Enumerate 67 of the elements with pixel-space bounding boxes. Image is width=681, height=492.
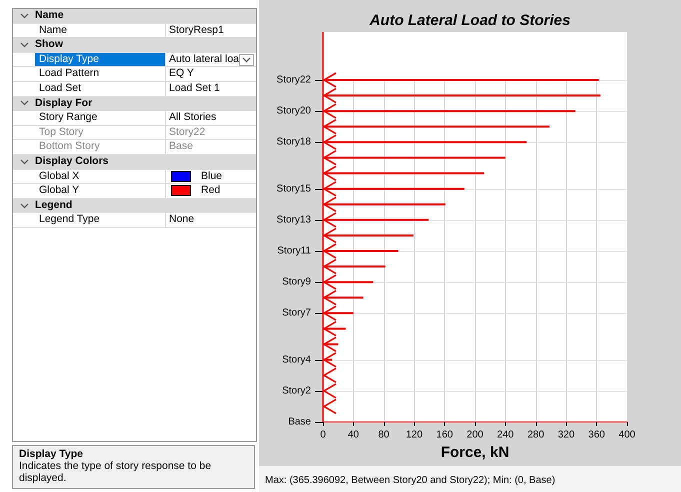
text: Global Y xyxy=(35,184,166,198)
text: Name xyxy=(35,9,64,23)
text: Base xyxy=(169,140,193,154)
bar xyxy=(323,250,398,252)
y-tick-label: Story18 xyxy=(276,136,312,148)
bar xyxy=(323,172,484,174)
bar xyxy=(323,203,446,206)
y-tick-label: Base xyxy=(288,416,312,428)
y-tick-label: Story2 xyxy=(282,385,312,396)
text: Display Colors xyxy=(35,154,109,169)
y-tick-label: Story20 xyxy=(276,106,312,117)
x-tick-label: 160 xyxy=(436,430,454,440)
x-tick-label: 360 xyxy=(588,430,606,440)
text: Global X xyxy=(35,170,166,184)
x-tick-label: 0 xyxy=(320,430,326,440)
chart-title: Auto Lateral Load to Stories xyxy=(368,12,570,29)
text: Display For xyxy=(35,96,92,110)
y-tick-label: Story9 xyxy=(282,276,312,288)
text: None xyxy=(169,213,194,227)
bar xyxy=(323,296,364,299)
text: Legend Type xyxy=(35,213,166,227)
text: Red xyxy=(201,184,220,198)
x-tick-label: 400 xyxy=(618,430,636,440)
bar xyxy=(323,281,374,284)
text: Blue xyxy=(201,170,222,184)
text: Indicates the type of story response to be displayed. xyxy=(19,460,212,484)
y-tick-label: Story15 xyxy=(276,183,312,194)
y-tick-label: Story7 xyxy=(282,308,312,319)
text: Story Range xyxy=(35,111,166,125)
y-tick-label: Story13 xyxy=(276,214,312,226)
text: Legend xyxy=(35,198,72,212)
bar xyxy=(323,218,429,221)
x-tick-label: 280 xyxy=(527,430,545,440)
y-tick-label: Story4 xyxy=(282,354,312,366)
x-tick-label: 40 xyxy=(348,430,360,440)
bar xyxy=(323,110,576,112)
bar xyxy=(323,234,414,236)
bar xyxy=(323,126,550,128)
x-tick-label: 120 xyxy=(406,430,423,440)
x-tick-label: 200 xyxy=(466,430,484,440)
text: Load Pattern xyxy=(35,67,166,81)
bar xyxy=(323,188,464,190)
text: Name xyxy=(35,24,166,38)
bar xyxy=(323,79,599,81)
text: Display Type xyxy=(19,448,84,460)
text: Load Set xyxy=(35,82,166,96)
text: Max: (365.396092, Between Story20 and Story22); Min: (0, Base) xyxy=(259,466,681,492)
bar xyxy=(323,94,600,97)
text: Load Set 1 xyxy=(169,82,220,96)
text: All Stories xyxy=(169,111,216,125)
text: EQ Y xyxy=(169,67,194,81)
text: StoryResp1 xyxy=(169,24,224,38)
x-axis-title: Force, kN xyxy=(440,444,510,461)
y-tick-label: Story22 xyxy=(276,74,312,86)
bar xyxy=(323,266,386,268)
x-tick-label: 320 xyxy=(558,430,575,440)
text: Display Type xyxy=(35,52,166,66)
x-tick-label: 80 xyxy=(378,430,390,440)
text: Auto lateral loa xyxy=(168,52,239,66)
bar xyxy=(323,141,527,144)
x-tick-label: 240 xyxy=(497,430,514,440)
text: Story22 xyxy=(169,126,206,140)
text: Bottom Story xyxy=(35,140,166,154)
text: Show xyxy=(35,38,63,52)
bar xyxy=(323,156,506,159)
y-tick-label: Story11 xyxy=(277,246,312,256)
text: Top Story xyxy=(35,126,166,140)
